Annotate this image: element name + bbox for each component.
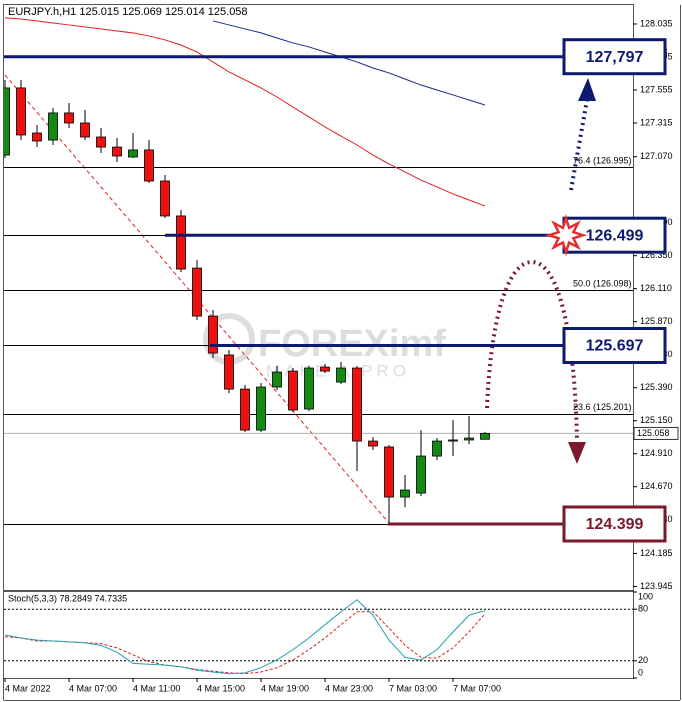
stoch-tick-label: 80 — [638, 604, 648, 614]
level-label: 126.499 — [586, 227, 644, 244]
candle-body — [272, 371, 282, 388]
candle-body — [416, 455, 426, 494]
current-price-label: 125.058 — [637, 428, 670, 438]
stoch-tick-label: 0 — [638, 667, 643, 677]
fib-label: 76.4 (126.995) — [573, 155, 632, 165]
x-tick-label: 4 Mar 07:00 — [69, 683, 117, 693]
y-tick-label: 125.390 — [640, 382, 673, 392]
candle-body — [80, 122, 90, 138]
candle-body — [4, 87, 10, 156]
candle-body — [448, 439, 458, 442]
y-tick-label: 124.910 — [640, 448, 673, 458]
candle-body — [96, 136, 106, 148]
level-box — [562, 38, 667, 76]
x-tick-label: 4 Mar 23:00 — [325, 683, 373, 693]
candle-body — [64, 112, 74, 124]
y-tick-label: 126.350 — [640, 250, 673, 260]
y-tick-label: 124.670 — [640, 481, 673, 491]
level-label: 125.697 — [586, 338, 644, 355]
candle-body — [224, 354, 234, 390]
candle-body — [256, 386, 266, 431]
y-tick-label: 126.110 — [640, 283, 672, 293]
candle-body — [176, 215, 186, 270]
candle-body — [48, 112, 58, 141]
candle-body — [112, 146, 122, 157]
chart-title: EURJPY.h,H1 125.015 125.069 125.014 125.… — [8, 6, 248, 18]
candle-body — [144, 149, 154, 182]
candle-body — [128, 149, 138, 158]
stoch-main — [4, 599, 486, 675]
stoch-tick-label: 20 — [638, 655, 648, 665]
x-tick-label: 7 Mar 07:00 — [453, 683, 501, 693]
candle-body — [160, 180, 170, 217]
candle-body — [480, 432, 490, 440]
candle-body — [288, 370, 298, 411]
candle-body — [368, 440, 378, 447]
moving-average — [212, 20, 486, 106]
candle-body — [464, 437, 474, 441]
x-tick-label: 4 Mar 2022 — [5, 683, 51, 693]
candle-body — [336, 367, 346, 383]
level-box — [562, 326, 667, 364]
candle-body — [352, 367, 362, 442]
y-tick-label: 125.870 — [640, 316, 673, 326]
candle-body — [192, 267, 202, 317]
stoch-title: Stoch(5,3,3) 78.2849 74.7335 — [8, 593, 127, 603]
candle-body — [400, 489, 410, 498]
y-tick-label: 127.070 — [640, 151, 673, 161]
candle-body — [320, 366, 330, 372]
current-price-box — [633, 426, 679, 440]
candle-body — [432, 440, 442, 457]
x-tick-label: 4 Mar 15:00 — [197, 683, 245, 693]
candle-body — [304, 367, 314, 410]
y-tick-label: 127.315 — [640, 117, 673, 127]
x-tick-label: 4 Mar 11:00 — [133, 683, 180, 693]
fib-label: 50.0 (126.098) — [573, 279, 632, 289]
moving-average — [4, 17, 486, 207]
y-tick-label: 127.555 — [640, 84, 673, 94]
up-arrow-head — [578, 78, 596, 101]
stoch-tick-label: 100 — [638, 591, 653, 601]
candle-body — [32, 132, 42, 142]
y-tick-label: 123.945 — [640, 581, 673, 591]
y-tick-label: 125.150 — [640, 415, 673, 425]
y-tick-label: 128.035 — [640, 18, 673, 28]
y-tick-label: 124.185 — [640, 548, 673, 558]
candle-body — [240, 388, 250, 431]
watermark-slogan: MAKE A PRO — [266, 361, 410, 380]
x-tick-label: 7 Mar 03:00 — [389, 683, 437, 693]
burst-icon — [544, 214, 588, 257]
level-box — [562, 505, 667, 543]
candle-body — [16, 87, 26, 136]
candle-body — [384, 446, 394, 498]
level-label: 127,797 — [586, 49, 644, 66]
fib-label: 23.6 (125.201) — [573, 402, 632, 412]
x-tick-label: 4 Mar 19:00 — [261, 683, 309, 693]
candle-body — [208, 315, 218, 354]
curve-arrow-head — [568, 442, 586, 464]
level-label: 124.399 — [586, 516, 644, 533]
